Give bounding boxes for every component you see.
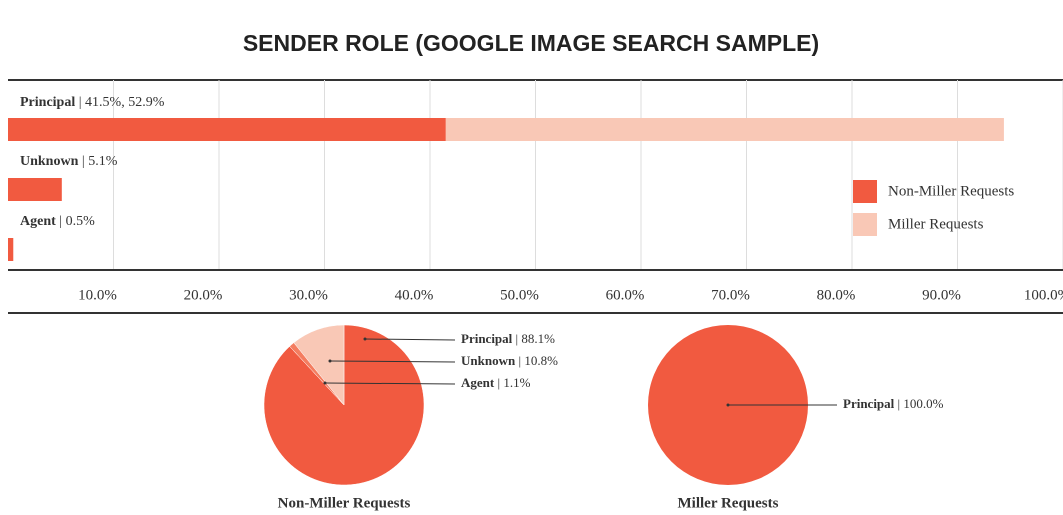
value-label: 5.1% xyxy=(88,154,118,169)
separator: | xyxy=(75,95,85,110)
separator: | xyxy=(78,154,88,169)
leader-line xyxy=(329,360,456,363)
separator: | xyxy=(494,375,503,390)
slice-label: Principal | 100.0% xyxy=(843,396,944,411)
bar-label: Agent | 0.5% xyxy=(20,214,95,229)
separator: | xyxy=(515,353,524,368)
legend-swatch xyxy=(853,213,877,236)
value-label: 1.1% xyxy=(503,375,530,390)
value-label: 10.8% xyxy=(524,353,558,368)
x-tick-label: 90.0% xyxy=(922,287,961,303)
separator: | xyxy=(512,331,521,346)
x-tick-label: 20.0% xyxy=(184,287,223,303)
separator: | xyxy=(56,214,66,229)
value-label: 0.5% xyxy=(66,214,96,229)
x-tick-label: 70.0% xyxy=(711,287,750,303)
leader-line xyxy=(364,338,456,341)
chart-title: SENDER ROLE (GOOGLE IMAGE SEARCH SAMPLE) xyxy=(243,30,819,56)
bar-segment xyxy=(8,118,446,141)
category-label: Principal xyxy=(20,95,75,110)
leader-dot xyxy=(363,337,367,341)
category-label: Agent xyxy=(461,375,495,390)
x-tick-label: 30.0% xyxy=(289,287,328,303)
value-label: 88.1% xyxy=(521,331,555,346)
category-label: Principal xyxy=(843,396,895,411)
bar-segment xyxy=(445,118,1004,141)
category-label: Unknown xyxy=(20,154,79,169)
leader-line xyxy=(324,382,456,385)
leader-dot xyxy=(726,403,730,407)
value-label: 41.5%, 52.9% xyxy=(85,95,165,110)
pie-title: Miller Requests xyxy=(678,495,779,511)
pie-slice xyxy=(289,342,345,406)
x-tick-label: 80.0% xyxy=(817,287,856,303)
leader-dot xyxy=(323,381,327,385)
x-tick-label: 60.0% xyxy=(606,287,645,303)
x-tick-label: 10.0% xyxy=(78,287,117,303)
slice-label: Unknown | 10.8% xyxy=(461,353,558,368)
pie-title: Non-Miller Requests xyxy=(278,495,411,511)
x-tick-label: 50.0% xyxy=(500,287,539,303)
category-label: Principal xyxy=(461,331,513,346)
slice-label: Principal | 88.1% xyxy=(461,331,555,346)
bar-label: Unknown | 5.1% xyxy=(20,154,118,169)
slice-label: Agent | 1.1% xyxy=(461,375,531,390)
legend-label: Non-Miller Requests xyxy=(888,183,1014,199)
bar-label: Principal | 41.5%, 52.9% xyxy=(20,95,165,110)
leader-dot xyxy=(328,359,332,363)
category-label: Agent xyxy=(20,214,56,229)
x-tick-label: 40.0% xyxy=(395,287,434,303)
bar-segment xyxy=(8,238,14,261)
value-label: 100.0% xyxy=(903,396,943,411)
legend-label: Miller Requests xyxy=(888,216,984,232)
x-tick-label: 100.0% xyxy=(1024,287,1063,303)
legend-swatch xyxy=(853,180,877,203)
bar-segment xyxy=(8,178,62,201)
separator: | xyxy=(894,396,903,411)
category-label: Unknown xyxy=(461,353,516,368)
